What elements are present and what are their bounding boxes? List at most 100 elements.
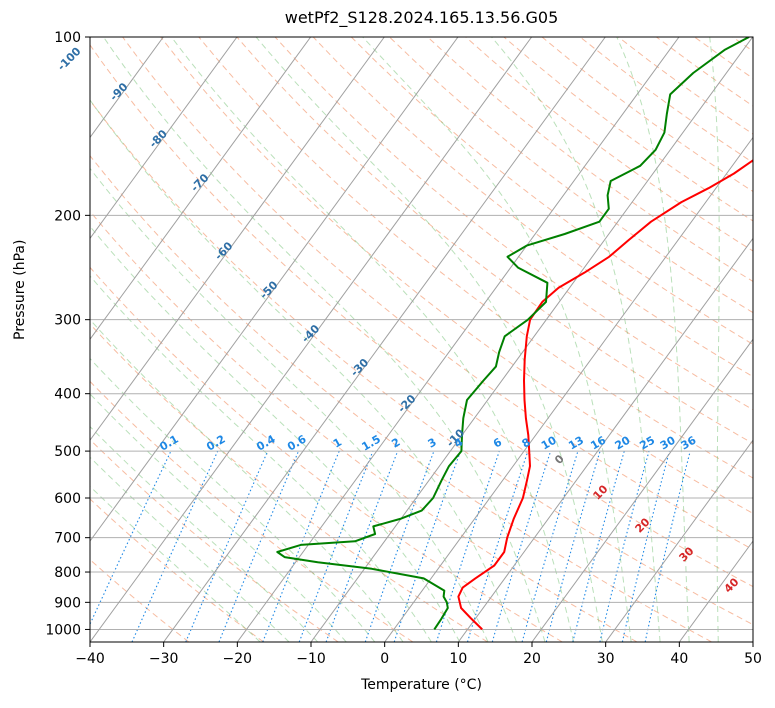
- isotherm-line: [90, 37, 312, 341]
- dry-adiabat: [503, 37, 753, 222]
- moist-adiabat: [362, 37, 632, 642]
- moist-adiabat-label: 30: [677, 544, 697, 564]
- moist-adiabat: [90, 167, 489, 642]
- isotherm-label: -20: [395, 392, 418, 415]
- mixing-ratio-label: 25: [637, 434, 657, 453]
- isotherm-line: [605, 439, 753, 642]
- x-tick-label: −20: [223, 651, 253, 667]
- dry-adiabat: [694, 37, 753, 80]
- mixing-ratio-label: 10: [539, 433, 559, 452]
- chart-title: wetPf2_S128.2024.165.13.56.G05: [284, 8, 559, 27]
- moist-adiabat: [491, 37, 661, 642]
- isotherm-line: [0, 37, 16, 642]
- moist-adiabat-label: 40: [722, 575, 742, 595]
- temperature-line: [457, 159, 753, 631]
- mixing-ratio-line: [466, 450, 529, 642]
- isotherm-line: [90, 37, 238, 240]
- isotherm-line: [90, 37, 164, 139]
- dry-adiabat: [90, 154, 712, 642]
- isotherm-line: [310, 37, 753, 642]
- moist-adiabat: [171, 37, 575, 642]
- mixing-ratio-label: 8: [520, 436, 533, 451]
- x-tick-label: 10: [449, 651, 467, 667]
- moist-adiabat-label: 10: [591, 482, 611, 502]
- dry-adiabat: [656, 37, 753, 107]
- isotherm-line: [531, 338, 753, 642]
- dry-adiabat: [465, 37, 753, 252]
- y-tick-label: 900: [54, 595, 81, 611]
- mixing-ratio-label: 3: [426, 436, 439, 451]
- x-tick-label: 20: [523, 651, 541, 667]
- dry-adiabat: [160, 37, 753, 514]
- dry-adiabat: [771, 37, 775, 642]
- isotherm-label: -50: [257, 278, 280, 301]
- mixing-ratio-line: [621, 450, 671, 642]
- y-tick-label: 400: [54, 387, 81, 403]
- dry-adiabat: [90, 438, 339, 642]
- mixing-ratio-label: 16: [588, 433, 608, 452]
- mixing-ratio-line: [131, 450, 219, 642]
- mixing-ratio-line: [364, 450, 435, 642]
- mixing-ratio-label: 0.2: [204, 433, 227, 454]
- isotherm-label: -90: [107, 80, 130, 103]
- isotherm-line: [457, 237, 753, 642]
- dry-adiabat: [312, 37, 753, 378]
- sounding-series: [276, 37, 753, 631]
- mixing-ratio-label: 20: [613, 433, 633, 452]
- isotherm-label: -80: [147, 127, 170, 150]
- x-tick-label: −40: [75, 651, 105, 667]
- isotherm-line: [90, 37, 459, 542]
- moist-adiabat: [90, 275, 432, 642]
- mixing-ratio-line: [491, 450, 552, 642]
- mixing-ratio-label: 0.1: [157, 433, 180, 454]
- moist-adiabat: [90, 485, 261, 642]
- dry-adiabat: [122, 37, 753, 551]
- x-tick-label: 40: [670, 651, 688, 667]
- mixing-ratio-line: [435, 450, 500, 642]
- isotherm-label: -60: [212, 239, 235, 262]
- x-tick-label: −30: [149, 651, 179, 667]
- y-tick-label: 500: [54, 444, 81, 460]
- moist-adiabat: [90, 456, 290, 642]
- mixing-ratio-line: [90, 450, 172, 626]
- plot-frame: [89, 36, 754, 643]
- x-tick-label: 0: [380, 651, 389, 667]
- y-tick-label: 1000: [45, 622, 81, 638]
- dry-adiabat: [541, 37, 753, 193]
- dry-adiabat: [732, 37, 753, 52]
- mixing-ratio-line: [521, 450, 579, 642]
- mixing-ratio-label: 1: [331, 436, 344, 451]
- moist-adiabat: [90, 357, 376, 642]
- dry-adiabat: [90, 323, 488, 642]
- dry-adiabat: [198, 37, 753, 479]
- x-tick-label: 50: [744, 651, 762, 667]
- dry-adiabat: [617, 37, 753, 135]
- background-lines: [0, 37, 775, 642]
- y-tick-label: 300: [54, 313, 81, 329]
- isotherm-line: [90, 37, 533, 642]
- mixing-ratio-line: [545, 450, 601, 642]
- isotherm-line: [752, 641, 753, 642]
- y-tick-label: 800: [54, 565, 81, 581]
- axis-ticks: −40 −30 −20 −10 0 10 20 30 40 5010020030040050060…: [45, 30, 762, 667]
- moist-adiabat: [90, 393, 347, 642]
- mixing-ratio-label: 2: [389, 436, 402, 451]
- mixing-ratio-label: 0.6: [285, 432, 309, 453]
- x-axis-label: Temperature (°C): [361, 677, 482, 693]
- mixing-ratio-label: 0.4: [254, 432, 278, 453]
- dry-adiabat: [350, 37, 753, 345]
- y-tick-label: 200: [54, 208, 81, 224]
- mixing-ratio-label: 6: [491, 435, 504, 450]
- isotherm-line: [163, 37, 606, 642]
- mixing-ratio-line: [185, 450, 269, 642]
- mixing-ratio-line: [262, 450, 340, 642]
- moist-adiabat: [90, 225, 461, 642]
- mixing-ratio-line: [325, 450, 399, 642]
- mixing-ratio-line: [218, 450, 300, 642]
- dry-adiabat: [90, 99, 753, 626]
- dewpoint-line: [276, 37, 750, 630]
- isotherm-label: -100: [55, 44, 84, 73]
- dry-adiabat: [274, 37, 753, 411]
- moist-adiabat: [90, 318, 404, 642]
- mixing-ratio-label: 30: [658, 433, 678, 452]
